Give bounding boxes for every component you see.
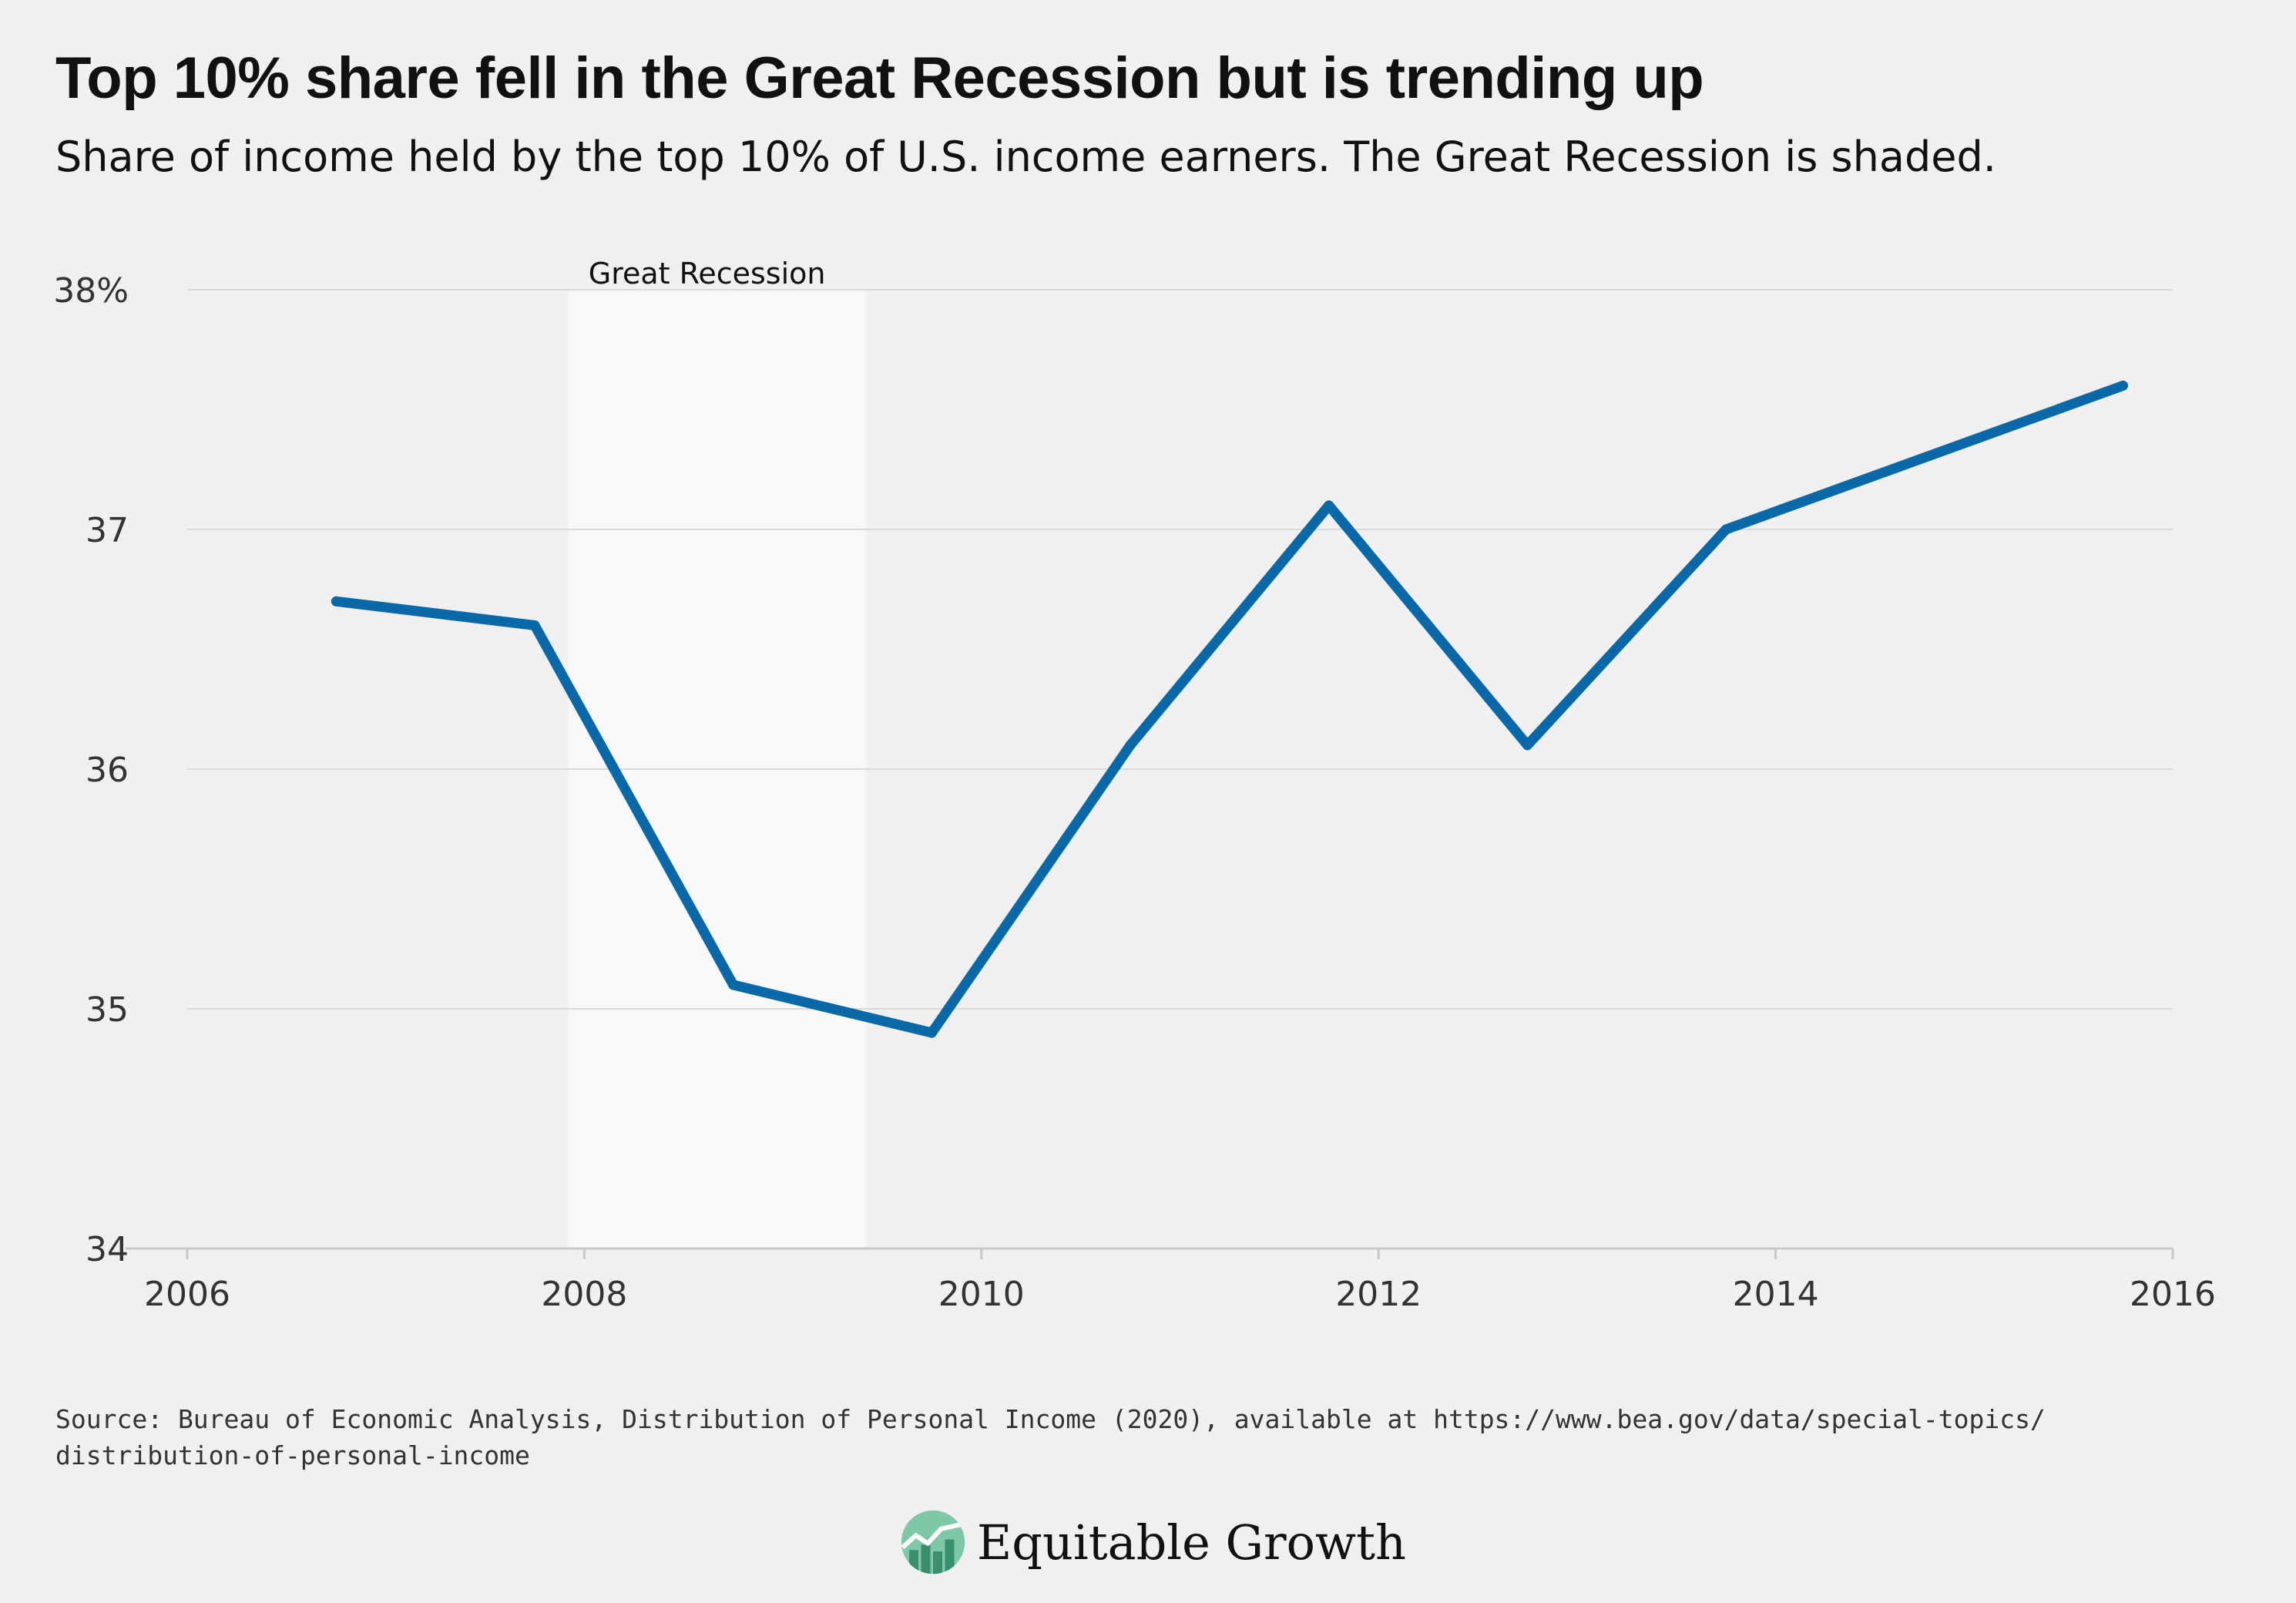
data-point <box>529 620 540 630</box>
y-axis-labels: 34 35 36 37 38% <box>53 271 129 1269</box>
x-tick-label: 2016 <box>2130 1275 2216 1314</box>
shaded-regions: Great Recession <box>568 257 867 1248</box>
data-point <box>1720 524 1731 535</box>
gridlines <box>187 289 2173 1010</box>
data-point <box>1125 740 1136 751</box>
brand: Equitable Growth <box>900 1509 1406 1575</box>
data-point <box>1324 500 1334 511</box>
y-tick-label: 37 <box>86 511 129 550</box>
x-tick-label: 2014 <box>1733 1275 1819 1314</box>
chart-title: Top 10% share fell in the Great Recessio… <box>55 45 1704 111</box>
x-tick-label: 2006 <box>144 1275 230 1314</box>
brand-name: Equitable Growth <box>977 1514 1406 1571</box>
data-point <box>926 1027 937 1038</box>
data-point <box>331 596 341 607</box>
data-point <box>1522 740 1532 751</box>
x-tick-label: 2008 <box>541 1275 627 1314</box>
y-tick-label: 35 <box>86 990 129 1030</box>
y-tick-label: 34 <box>86 1230 129 1269</box>
source-line-2: distribution-of-personal-income <box>55 1440 530 1470</box>
series-group <box>331 380 2129 1038</box>
data-point <box>2118 380 2129 391</box>
x-tick-label: 2010 <box>938 1275 1025 1314</box>
x-tick-label: 2012 <box>1335 1275 1422 1314</box>
source-note: Source: Bureau of Economic Analysis, Dis… <box>55 1401 2228 1474</box>
equitable-growth-logo-icon <box>901 1510 965 1574</box>
recession-band-label: Great Recession <box>589 257 826 291</box>
source-line-1: Source: Bureau of Economic Analysis, Dis… <box>55 1404 2046 1434</box>
data-point <box>728 980 739 990</box>
line-chart: Great Recession 2006 2008 2010 2012 2014 2016… <box>53 257 2216 1314</box>
x-axis: 2006 2008 2010 2012 2014 2016 <box>126 1247 2216 1314</box>
chart-subtitle: Share of income held by the top 10% of U… <box>55 133 1996 181</box>
y-tick-label: 38% <box>53 271 129 311</box>
y-tick-label: 36 <box>86 751 129 790</box>
